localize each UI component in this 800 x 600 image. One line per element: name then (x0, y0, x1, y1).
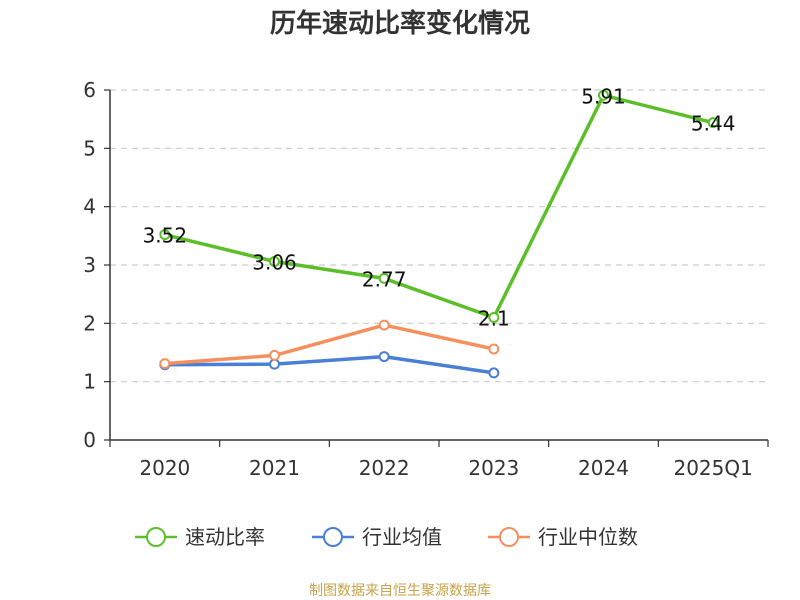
legend-label: 行业均值 (362, 525, 442, 549)
data-point (159, 358, 171, 370)
data-point (488, 343, 500, 355)
x-tick-label: 2024 (578, 456, 629, 480)
y-tick-label: 3 (83, 253, 96, 277)
series-line-1 (163, 354, 496, 375)
data-label: 3.06 (252, 251, 297, 275)
legend-marker (146, 527, 166, 547)
source-note: 制图数据来自恒生聚源数据库 (309, 583, 491, 599)
chart-title: 历年速动比率变化情况 (270, 8, 530, 39)
data-label: 5.44 (691, 112, 736, 136)
series-line-0 (163, 93, 715, 320)
legend-marker (499, 527, 519, 547)
data-point (269, 358, 280, 370)
x-tick-label: 2021 (249, 456, 300, 480)
data-label: 5.91 (581, 84, 626, 108)
series-line-2 (163, 323, 496, 366)
legend-label: 行业中位数 (538, 525, 638, 549)
data-label: 3.52 (143, 224, 188, 248)
x-tick-label: 2020 (139, 456, 190, 480)
data-point (378, 351, 390, 363)
y-tick-label: 1 (83, 370, 96, 394)
axes: 0 1 2 3 4 5 6 2020 2021 2022 2023 2024 2025Q1 (83, 78, 769, 480)
data-point (269, 349, 280, 361)
data-point (159, 229, 171, 241)
data-label: 2.1 (478, 307, 510, 331)
data-point (488, 312, 500, 323)
legend-label: 速动比率 (185, 525, 265, 549)
data-label: 2.77 (362, 267, 407, 291)
y-tick-label: 5 (83, 136, 96, 160)
y-tick-label: 2 (83, 311, 96, 335)
x-tick-label: 2025Q1 (673, 456, 752, 480)
legend: 速动比率 行业均值 行业中位数 (135, 525, 638, 549)
data-point (378, 319, 390, 331)
x-tick-label: 2023 (468, 456, 519, 480)
legend-item-0[interactable]: 速动比率 (135, 525, 265, 549)
y-tick-label: 4 (83, 195, 96, 219)
legend-item-1[interactable]: 行业均值 (312, 525, 442, 549)
y-tick-label: 6 (83, 78, 96, 102)
legend-marker (323, 527, 343, 547)
data-point (707, 117, 719, 129)
data-point (598, 89, 609, 101)
data-labels: 3.52 3.06 2.77 2.1 5.91 5.44 (143, 84, 736, 330)
legend-item-2[interactable]: 行业中位数 (488, 525, 638, 549)
data-point (269, 256, 280, 267)
y-tick-label: 0 (83, 428, 96, 452)
series-layer (159, 89, 719, 379)
data-point (378, 272, 390, 284)
x-tick-label: 2022 (359, 456, 410, 480)
data-point (488, 367, 500, 379)
